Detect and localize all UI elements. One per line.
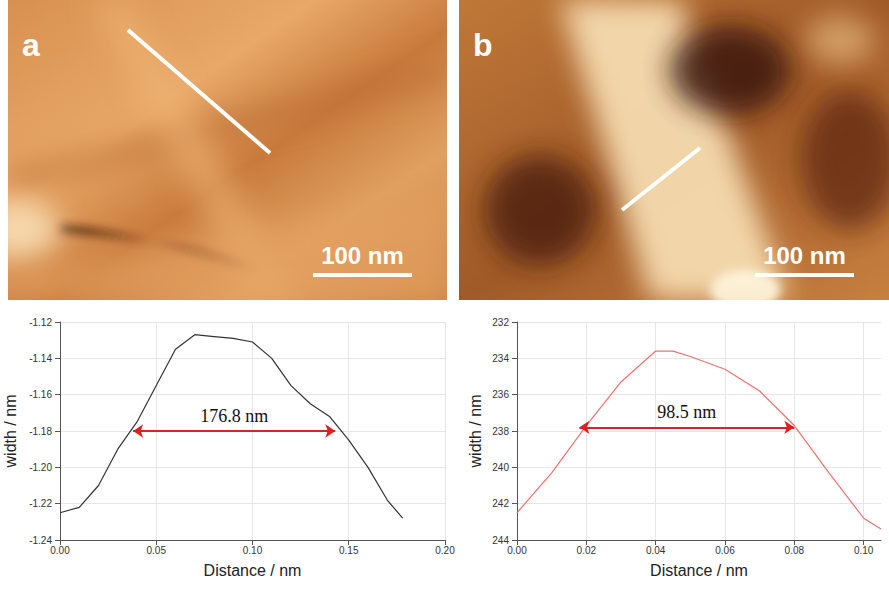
svg-text:234: 234	[492, 353, 509, 364]
svg-text:0.04: 0.04	[646, 545, 666, 556]
svg-text:244: 244	[492, 534, 509, 546]
svg-text:-1.20: -1.20	[29, 462, 52, 473]
svg-text:0.05: 0.05	[147, 545, 167, 556]
svg-text:232: 232	[492, 317, 509, 328]
svg-text:a: a	[22, 27, 40, 63]
svg-text:236: 236	[492, 389, 509, 400]
svg-text:Distance / nm: Distance / nm	[204, 562, 302, 579]
svg-text:-1.22: -1.22	[29, 498, 52, 509]
svg-text:240: 240	[492, 462, 509, 473]
svg-text:0.06: 0.06	[715, 545, 735, 556]
svg-text:b: b	[473, 27, 493, 63]
svg-text:98.5 nm: 98.5 nm	[657, 402, 716, 422]
svg-text:0.08: 0.08	[785, 545, 805, 556]
svg-text:176.8 nm: 176.8 nm	[200, 406, 268, 426]
svg-text:0.00: 0.00	[507, 545, 527, 556]
svg-text:-1.18: -1.18	[29, 426, 52, 437]
svg-text:width / nm: width / nm	[467, 395, 484, 469]
svg-text:-1.14: -1.14	[29, 353, 52, 364]
svg-text:Distance / nm: Distance / nm	[650, 562, 748, 579]
svg-text:0.10: 0.10	[243, 545, 263, 556]
svg-text:0.02: 0.02	[577, 545, 597, 556]
svg-text:width / nm: width / nm	[2, 395, 19, 469]
svg-text:238: 238	[492, 426, 509, 437]
svg-text:0.10: 0.10	[854, 545, 874, 556]
svg-text:0.00: 0.00	[50, 545, 70, 556]
svg-text:100 nm: 100 nm	[763, 242, 846, 269]
svg-text:242: 242	[492, 498, 509, 509]
svg-text:-1.16: -1.16	[29, 389, 52, 400]
svg-text:100 nm: 100 nm	[321, 242, 404, 269]
svg-text:0.15: 0.15	[339, 545, 359, 556]
svg-text:-1.12: -1.12	[29, 317, 52, 328]
svg-text:0.20: 0.20	[435, 545, 455, 556]
svg-text:-1.24: -1.24	[29, 535, 52, 546]
